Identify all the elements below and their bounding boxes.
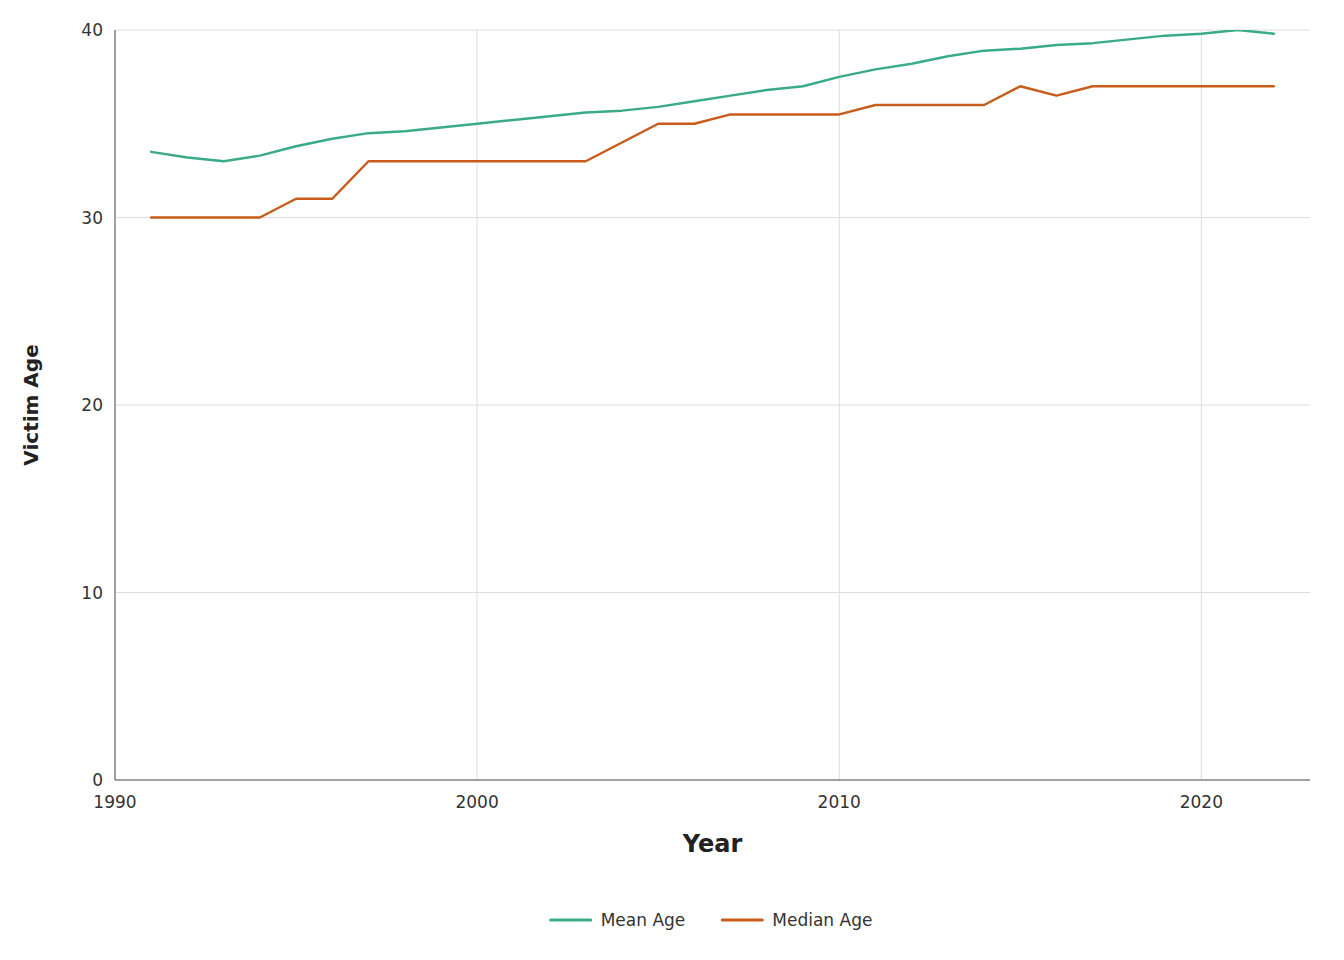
y-axis-label: Victim Age [19, 344, 43, 465]
background [0, 0, 1344, 960]
y-tick-label: 40 [81, 20, 103, 40]
series-line [151, 86, 1274, 217]
x-tick-label: 2020 [1180, 792, 1223, 812]
y-grid-line [115, 30, 1310, 31]
legend-label: Mean Age [601, 910, 686, 930]
legend: Mean Age Median Age [551, 910, 873, 930]
x-axis-line [115, 780, 1310, 781]
legend-swatch [722, 919, 762, 922]
y-tick-label: 20 [81, 395, 103, 415]
chart: 1990 2000 2010 2020 0 10 20 30 40 Year Victim Age M… [0, 0, 1344, 960]
x-grid-line [839, 30, 840, 780]
y-grid-line [115, 405, 1310, 406]
axes [115, 30, 1310, 780]
y-tick-label: 0 [92, 770, 103, 790]
x-tick-label: 1990 [93, 792, 136, 812]
grid [115, 30, 1310, 780]
series-line [151, 30, 1274, 161]
y-grid-line [115, 780, 1310, 781]
y-grid-line [115, 217, 1310, 218]
x-axis-label: Year [682, 830, 743, 858]
y-axis-line [115, 30, 116, 780]
x-tick-label: 2000 [455, 792, 498, 812]
y-tick-label: 30 [81, 208, 103, 228]
x-grid-line [1201, 30, 1202, 780]
y-grid-line [115, 592, 1310, 593]
x-grid-line [477, 30, 478, 780]
x-tick-label: 2010 [818, 792, 861, 812]
page: {"chart_data": {"type": "line", "xlabel"… [0, 0, 1344, 960]
legend-item: Median Age [722, 910, 872, 930]
tick-labels: 1990 2000 2010 2020 0 10 20 30 40 [81, 20, 1223, 812]
plot-area [151, 30, 1274, 218]
legend-label: Median Age [772, 910, 872, 930]
y-tick-label: 10 [81, 583, 103, 603]
legend-swatch [551, 919, 591, 922]
x-grid-line [115, 30, 116, 780]
legend-item: Mean Age [551, 910, 686, 930]
